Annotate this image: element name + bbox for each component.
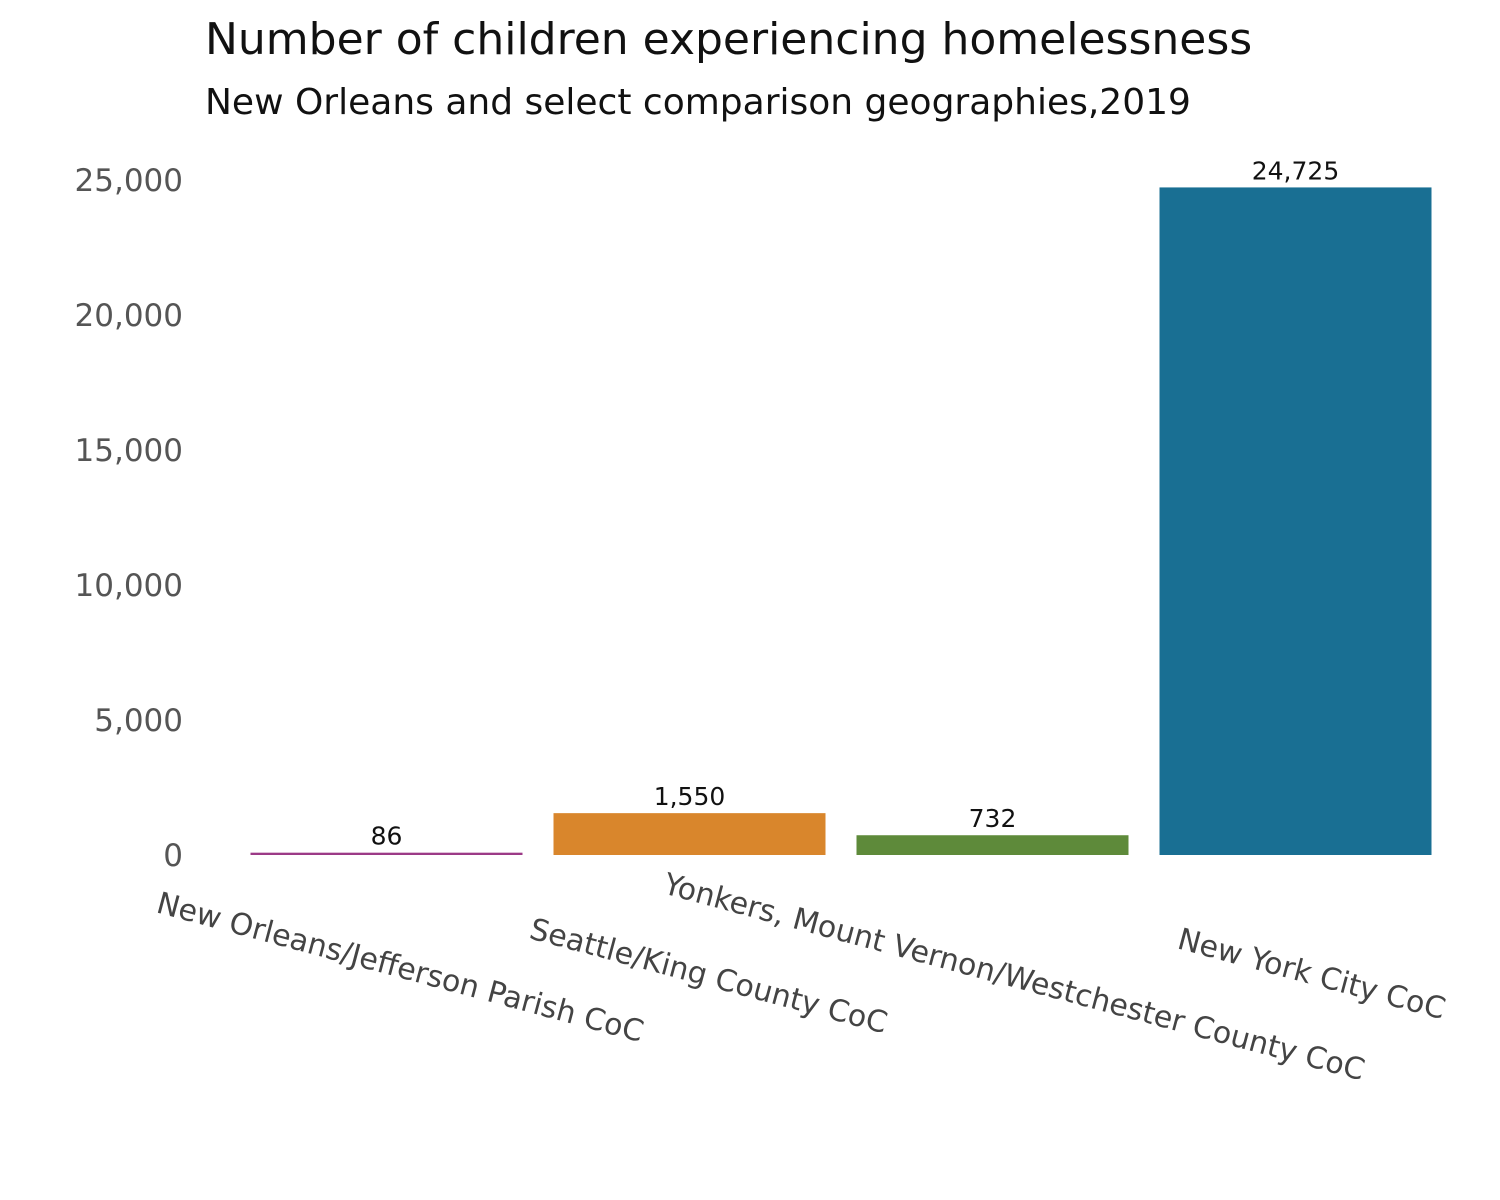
data-label: 732 xyxy=(969,804,1017,833)
bar xyxy=(553,813,826,855)
y-tick-label: 0 xyxy=(163,838,183,874)
x-tick-label: New York City CoC xyxy=(1174,922,1449,1027)
y-tick-label: 15,000 xyxy=(75,433,183,469)
chart-title: Number of children experiencing homeless… xyxy=(205,14,1253,65)
y-tick-label: 5,000 xyxy=(94,703,183,739)
y-tick-label: 25,000 xyxy=(75,163,183,199)
bar xyxy=(250,852,523,855)
y-axis: 0 5,000 10,000 15,000 20,000 25,000 xyxy=(75,163,183,874)
data-label: 86 xyxy=(371,822,403,851)
bar xyxy=(1159,187,1432,856)
chart-subtitle: New Orleans and select comparison geogra… xyxy=(205,82,1191,123)
data-labels: 86 1,550 732 24,725 xyxy=(371,156,1340,850)
x-tick-label: New Orleans/Jefferson Parish CoC xyxy=(153,886,647,1050)
y-tick-label: 10,000 xyxy=(75,568,183,604)
x-axis-labels: New Orleans/Jefferson Parish CoCSeattle/… xyxy=(153,867,1449,1088)
bar-series xyxy=(250,187,1432,856)
data-label: 1,550 xyxy=(654,782,726,811)
y-tick-label: 20,000 xyxy=(75,298,183,334)
bar xyxy=(856,835,1129,855)
data-label: 24,725 xyxy=(1252,156,1339,185)
